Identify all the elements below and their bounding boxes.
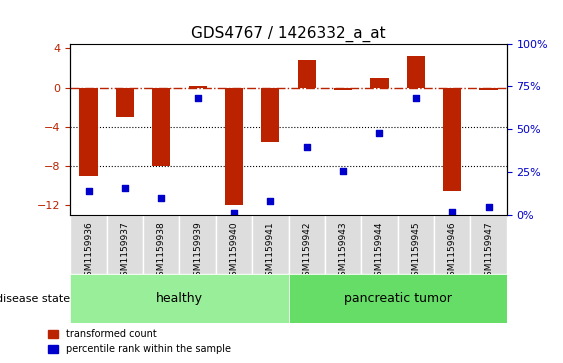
Point: [338, 168, 347, 174]
FancyBboxPatch shape: [143, 215, 180, 274]
Bar: [225, 88, 243, 205]
Bar: [334, 88, 352, 90]
FancyBboxPatch shape: [289, 215, 325, 274]
Point: [120, 185, 129, 191]
Bar: [79, 88, 97, 176]
Bar: [298, 60, 316, 88]
Bar: [189, 86, 207, 88]
Point: [448, 209, 457, 215]
Text: GSM1159939: GSM1159939: [193, 221, 202, 282]
Text: GSM1159943: GSM1159943: [338, 221, 347, 282]
FancyBboxPatch shape: [470, 215, 507, 274]
Text: GSM1159942: GSM1159942: [302, 221, 311, 282]
FancyBboxPatch shape: [180, 215, 216, 274]
Text: GSM1159945: GSM1159945: [412, 221, 421, 282]
Point: [412, 95, 421, 101]
Bar: [152, 88, 171, 166]
FancyBboxPatch shape: [361, 215, 397, 274]
Point: [484, 204, 493, 209]
FancyBboxPatch shape: [397, 215, 434, 274]
Text: GSM1159941: GSM1159941: [266, 221, 275, 282]
Bar: [116, 88, 134, 117]
Text: GSM1159944: GSM1159944: [375, 221, 384, 282]
Bar: [406, 56, 425, 88]
Text: healthy: healthy: [156, 292, 203, 305]
Text: GSM1159938: GSM1159938: [157, 221, 166, 282]
Point: [84, 188, 93, 194]
Point: [193, 95, 202, 101]
FancyBboxPatch shape: [70, 274, 289, 323]
FancyBboxPatch shape: [107, 215, 143, 274]
Text: disease state: disease state: [0, 294, 70, 303]
FancyBboxPatch shape: [325, 215, 361, 274]
FancyBboxPatch shape: [252, 215, 289, 274]
Bar: [261, 88, 279, 142]
Text: GSM1159946: GSM1159946: [448, 221, 457, 282]
Text: pancreatic tumor: pancreatic tumor: [343, 292, 452, 305]
Text: GSM1159936: GSM1159936: [84, 221, 93, 282]
FancyBboxPatch shape: [216, 215, 252, 274]
Bar: [370, 78, 388, 88]
Point: [266, 199, 275, 204]
Text: GSM1159937: GSM1159937: [120, 221, 129, 282]
Title: GDS4767 / 1426332_a_at: GDS4767 / 1426332_a_at: [191, 26, 386, 42]
Point: [157, 195, 166, 201]
FancyBboxPatch shape: [70, 215, 107, 274]
Bar: [443, 88, 461, 191]
Text: GSM1159947: GSM1159947: [484, 221, 493, 282]
FancyBboxPatch shape: [434, 215, 470, 274]
Point: [375, 130, 384, 136]
Bar: [480, 88, 498, 90]
Point: [230, 211, 239, 216]
Legend: transformed count, percentile rank within the sample: transformed count, percentile rank withi…: [44, 326, 235, 358]
FancyBboxPatch shape: [289, 274, 507, 323]
Point: [302, 144, 311, 150]
Text: GSM1159940: GSM1159940: [230, 221, 239, 282]
